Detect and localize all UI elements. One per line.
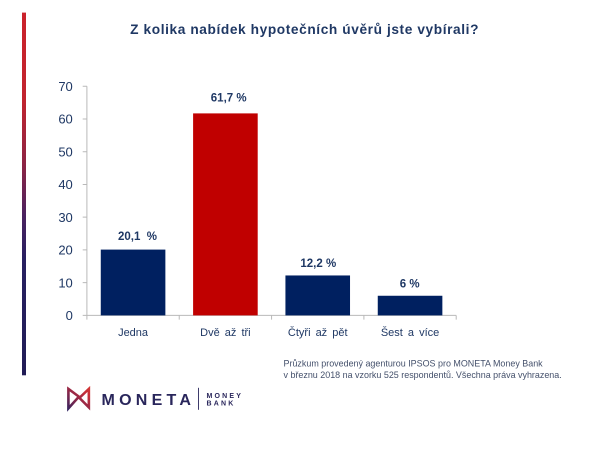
svg-text:30: 30 [58, 210, 72, 225]
svg-text:61,7 %: 61,7 % [211, 92, 247, 104]
svg-text:Z kolika nabídek hypotečních ú: Z kolika nabídek hypotečních úvěrů jste … [130, 22, 479, 37]
svg-text:20,1 %: 20,1 % [118, 231, 157, 243]
svg-text:MONEY: MONEY [207, 393, 244, 400]
svg-text:v březnu 2018 na vzorku 525 re: v březnu 2018 na vzorku 525 respondentů.… [284, 370, 562, 380]
svg-text:12,2 %: 12,2 % [300, 258, 336, 270]
svg-text:MONETA: MONETA [102, 392, 196, 409]
svg-text:Šest a více: Šest a více [381, 326, 439, 339]
svg-text:70: 70 [58, 79, 72, 94]
svg-text:Dvě až tři: Dvě až tři [200, 327, 250, 339]
svg-text:60: 60 [58, 112, 72, 127]
svg-text:6 %: 6 % [400, 278, 420, 290]
svg-text:20: 20 [58, 243, 72, 258]
svg-text:Průzkum provedený agenturou IP: Průzkum provedený agenturou IPSOS pro MO… [284, 359, 544, 369]
svg-text:50: 50 [58, 144, 72, 159]
svg-text:BANK: BANK [207, 400, 236, 407]
svg-text:Jedna: Jedna [118, 327, 149, 339]
svg-text:40: 40 [58, 177, 72, 192]
svg-text:Čtyři až pět: Čtyři až pět [288, 326, 348, 339]
svg-text:0: 0 [66, 308, 73, 323]
svg-text:10: 10 [58, 275, 72, 290]
